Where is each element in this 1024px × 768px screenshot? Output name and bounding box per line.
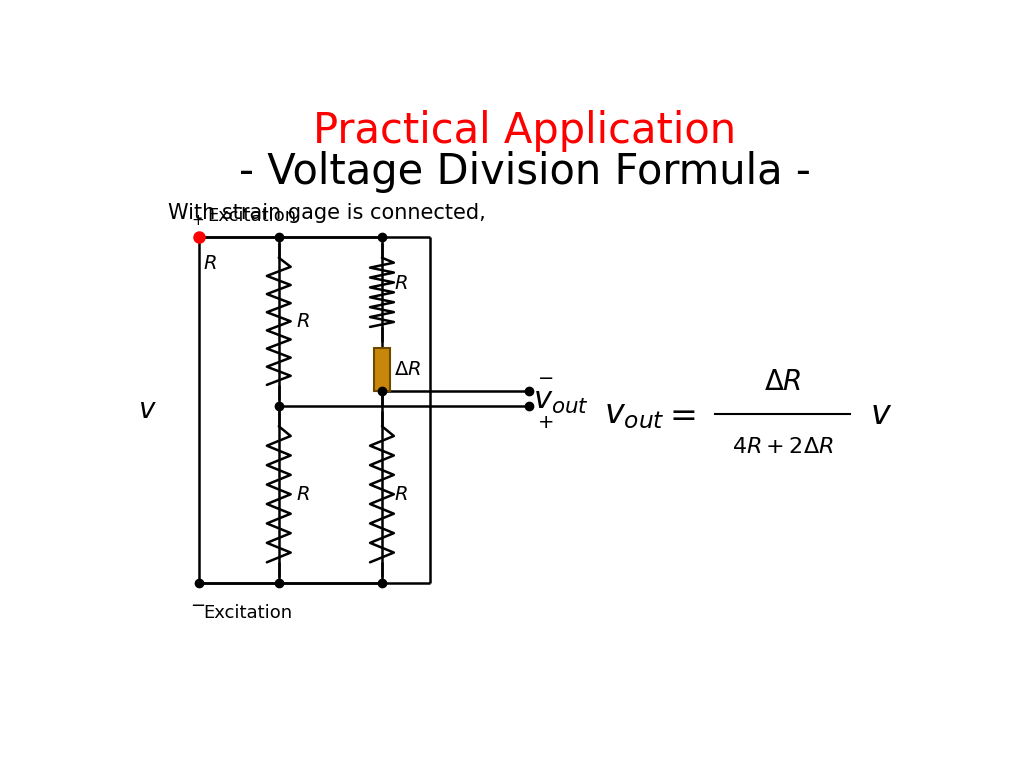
Text: $R$: $R$	[296, 312, 310, 331]
Bar	[374, 348, 390, 391]
Text: $v$: $v$	[138, 396, 158, 424]
Text: Excitation: Excitation	[204, 604, 293, 621]
Text: $R$: $R$	[296, 485, 310, 504]
Text: $R$: $R$	[394, 485, 408, 504]
Text: $-$: $-$	[537, 366, 553, 386]
Text: $R$: $R$	[204, 254, 217, 273]
Text: With strain gage is connected,: With strain gage is connected,	[168, 204, 485, 223]
Text: $v$: $v$	[870, 398, 892, 431]
Text: $\Delta R$: $\Delta R$	[764, 368, 802, 396]
Text: $=$: $=$	[664, 398, 696, 431]
Text: +: +	[191, 213, 204, 228]
Text: $-$: $-$	[189, 594, 205, 613]
Text: $4R+2\Delta R$: $4R+2\Delta R$	[732, 437, 834, 457]
Text: $+$: $+$	[537, 412, 553, 432]
Text: $v_{out}$: $v_{out}$	[604, 398, 665, 431]
Text: - Voltage Division Formula -: - Voltage Division Formula -	[239, 151, 811, 193]
Text: $v_{out}$: $v_{out}$	[532, 386, 589, 415]
Text: Practical Application: Practical Application	[313, 110, 736, 151]
Text: $R$: $R$	[394, 274, 408, 293]
Text: Excitation: Excitation	[207, 207, 297, 225]
Text: $\Delta R$: $\Delta R$	[394, 359, 421, 379]
